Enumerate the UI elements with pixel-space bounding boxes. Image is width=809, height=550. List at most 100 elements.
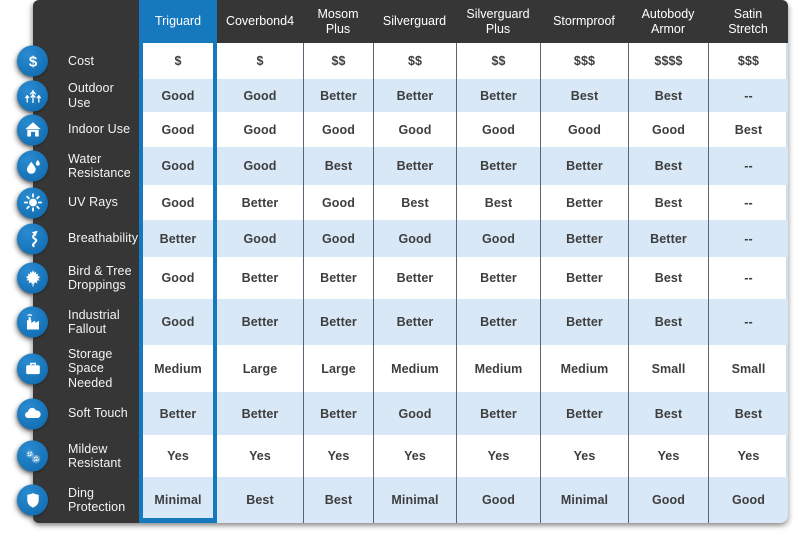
cell-outdoor-use-autobody-armor: Best xyxy=(628,79,708,112)
cell-ding-protection-silverguard: Minimal xyxy=(373,477,456,523)
column-header-silverguard-plus[interactable]: Silverguard Plus xyxy=(466,7,530,36)
cell-breathability-stormproof: Better xyxy=(540,220,628,257)
cell-storage-space-needed-satin-stretch: Small xyxy=(708,345,788,392)
cell-soft-touch-silverguard-plus: Better xyxy=(456,392,540,435)
cell-bird-tree-droppings-mosom-plus: Better xyxy=(303,257,373,299)
cell-bird-tree-droppings-silverguard: Better xyxy=(373,257,456,299)
cell-industrial-fallout-satin-stretch: -- xyxy=(708,299,788,345)
column-header-satin-stretch[interactable]: Satin Stretch xyxy=(728,7,768,36)
cell-ding-protection-coverbond4: Best xyxy=(217,477,303,523)
cell-mildew-resistant-satin-stretch: Yes xyxy=(708,435,788,477)
water-drops-icon xyxy=(17,150,48,182)
cell-ding-protection-stormproof: Minimal xyxy=(540,477,628,523)
cell-water-resistance-mosom-plus: Best xyxy=(303,147,373,185)
spores-icon xyxy=(17,440,48,472)
cell-industrial-fallout-coverbond4: Better xyxy=(217,299,303,345)
column-header-coverbond4[interactable]: Coverbond4 xyxy=(225,14,295,29)
cloud-icon xyxy=(17,398,48,429)
feature-label: Cost xyxy=(68,53,95,68)
feature-row-uv-rays: UV Rays xyxy=(17,185,139,220)
cell-soft-touch-silverguard: Good xyxy=(373,392,456,435)
cell-storage-space-needed-coverbond4: Large xyxy=(242,361,278,376)
cell-breathability-satin-stretch: -- xyxy=(708,220,788,257)
cell-soft-touch-coverbond4: Better xyxy=(217,392,303,435)
cell-bird-tree-droppings-silverguard-plus: Better xyxy=(456,257,540,299)
cell-indoor-use-coverbond4: Good xyxy=(243,122,277,137)
cell-industrial-fallout-autobody-armor: Best xyxy=(628,299,708,345)
cell-bird-tree-droppings-triguard: Good xyxy=(161,271,195,285)
column-header-mosom-plus[interactable]: Mosom Plus xyxy=(317,7,359,36)
cell-indoor-use-stormproof: Good xyxy=(540,112,628,147)
cell-bird-tree-droppings-satin-stretch: -- xyxy=(708,257,788,299)
column-header-stormproof[interactable]: Stormproof xyxy=(553,14,615,29)
cell-breathability-mosom-plus: Good xyxy=(303,220,373,257)
feature-label: Outdoor Use xyxy=(68,81,114,110)
shield-icon xyxy=(17,484,48,516)
cell-mildew-resistant-coverbond4: Yes xyxy=(249,449,271,463)
cell-soft-touch-mosom-plus: Better xyxy=(303,392,373,435)
cell-bird-tree-droppings-autobody-armor: Best xyxy=(628,257,708,299)
cell-water-resistance-silverguard-plus: Better xyxy=(456,147,540,185)
maple-leaf-icon xyxy=(17,262,48,294)
cell-soft-touch-triguard: Better xyxy=(139,392,217,435)
factory-icon xyxy=(17,306,48,338)
cell-uv-rays-triguard: Good xyxy=(161,195,195,210)
cell-cost-coverbond4: $ xyxy=(256,54,264,68)
cell-industrial-fallout-silverguard-plus: Better xyxy=(456,299,540,345)
cell-industrial-fallout-silverguard: Better xyxy=(373,299,456,345)
cell-mildew-resistant-triguard: Yes xyxy=(167,449,189,463)
cell-bird-tree-droppings-coverbond4: Better xyxy=(241,271,279,285)
cell-indoor-use-triguard: Good xyxy=(161,122,195,137)
column-header-triguard[interactable]: Triguard xyxy=(139,0,217,43)
feature-label: UV Rays xyxy=(68,195,119,210)
feature-row-indoor-use: Indoor Use xyxy=(17,112,139,147)
airflow-arrow-icon xyxy=(17,223,48,254)
feature-row-bird-tree-droppings: Bird & Tree Droppings xyxy=(17,257,139,299)
cell-soft-touch-autobody-armor: Best xyxy=(628,392,708,435)
feature-label: Industrial Fallout xyxy=(68,307,120,337)
feature-label: Breathability xyxy=(68,231,139,246)
feature-row-industrial-fallout: Industrial Fallout xyxy=(17,299,139,345)
comparison-grid: $ $ $$ $$ $$ $$$ $$$$ $$$ Good Good Better Better Be… xyxy=(139,43,788,523)
cell-outdoor-use-coverbond4: Good xyxy=(217,79,303,112)
suitcase-icon xyxy=(17,353,48,384)
cell-ding-protection-mosom-plus: Best xyxy=(303,477,373,523)
cell-bird-tree-droppings-stormproof: Better xyxy=(540,257,628,299)
column-header-autobody-armor[interactable]: Autobody Armor xyxy=(641,7,695,36)
cell-outdoor-use-silverguard: Better xyxy=(373,79,456,112)
feature-label: Ding Protection xyxy=(68,485,126,515)
cell-water-resistance-silverguard: Better xyxy=(373,147,456,185)
feature-row-ding-protection: Ding Protection xyxy=(17,477,139,523)
feature-row-outdoor-use: Outdoor Use xyxy=(17,79,139,112)
cell-outdoor-use-stormproof: Best xyxy=(540,79,628,112)
svg-text:$: $ xyxy=(28,53,37,70)
cell-storage-space-needed-silverguard-plus: Medium xyxy=(456,345,540,392)
cell-storage-space-needed-stormproof: Medium xyxy=(540,345,628,392)
cell-indoor-use-satin-stretch: Best xyxy=(708,112,788,147)
cell-cost-stormproof: $$$ xyxy=(540,43,628,79)
cell-water-resistance-coverbond4: Good xyxy=(217,147,303,185)
feature-row-cost: $ Cost xyxy=(17,43,139,79)
cell-cost-mosom-plus: $$ xyxy=(303,43,373,79)
cell-cost-satin-stretch: $$$ xyxy=(708,43,788,79)
product-header-row: Triguard Coverbond4 Mosom Plus Silverguard S… xyxy=(139,0,788,43)
cell-ding-protection-triguard: Minimal xyxy=(139,477,217,523)
cell-soft-touch-satin-stretch: Best xyxy=(708,392,788,435)
feature-row-soft-touch: Soft Touch xyxy=(17,392,139,435)
cell-cost-silverguard-plus: $$ xyxy=(456,43,540,79)
cell-uv-rays-silverguard: Best xyxy=(373,185,456,220)
cell-ding-protection-satin-stretch: Good xyxy=(708,477,788,523)
column-header-silverguard[interactable]: Silverguard xyxy=(382,14,447,29)
cell-storage-space-needed-triguard: Medium xyxy=(154,361,202,376)
cell-water-resistance-stormproof: Better xyxy=(540,147,628,185)
feature-label: Storage Space Needed xyxy=(68,346,113,390)
feature-row-mildew-resistant: Mildew Resistant xyxy=(17,435,139,477)
cell-breathability-triguard: Better xyxy=(139,220,217,257)
cell-indoor-use-mosom-plus: Good xyxy=(303,112,373,147)
cell-breathability-silverguard-plus: Good xyxy=(456,220,540,257)
feature-row-breathability: Breathability xyxy=(17,220,139,257)
cell-breathability-coverbond4: Good xyxy=(217,220,303,257)
cell-industrial-fallout-stormproof: Better xyxy=(540,299,628,345)
